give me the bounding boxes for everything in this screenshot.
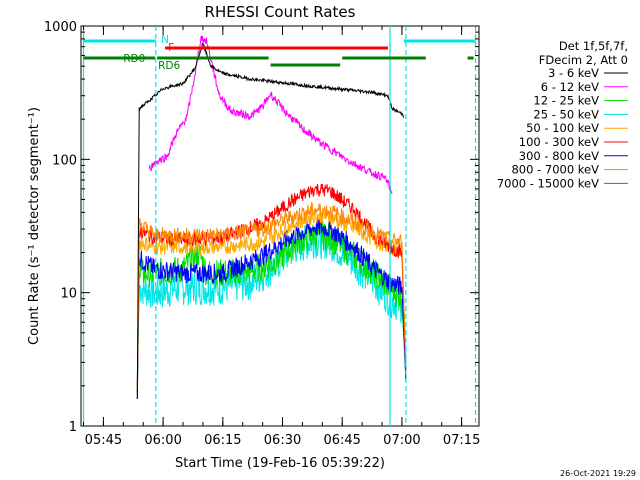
series-line-3 [136, 222, 407, 393]
x-tick-label-6: 07:15 [443, 433, 480, 448]
legend-label-0: 3 - 6 keV [548, 66, 599, 80]
legend-label-7: 800 - 7000 keV [511, 163, 599, 177]
series-line-4 [136, 208, 407, 389]
x-tick-label-3: 06:30 [264, 433, 301, 448]
footer-timestamp: 26-Oct-2021 19:29 [560, 469, 636, 478]
axes-group: 05:45 06:00 06:15 06:30 06:45 07:00 07:15 1 10 10… [44, 20, 480, 448]
series-line-0 [136, 42, 405, 399]
series-line-2 [136, 221, 407, 393]
chart-title: RHESSI Count Rates [205, 3, 356, 21]
annotation-group: NF RD0 RD6 [82, 26, 477, 426]
legend-label-8: 7000 - 15000 keV [497, 176, 599, 190]
legend-header-1: FDecim 2, Att 0 [539, 53, 628, 67]
x-tick-label-4: 06:45 [323, 433, 360, 448]
x-tick-label-0: 05:45 [85, 433, 122, 448]
legend-label-6: 300 - 800 keV [519, 149, 599, 163]
series-line-6 [136, 217, 407, 399]
y-axis-label: Count Rate (s⁻¹ detector segment⁻¹) [27, 107, 42, 345]
rd0-label: RD0 [123, 53, 145, 65]
legend-label-5: 100 - 300 keV [519, 135, 599, 149]
x-tick-label-2: 06:15 [204, 433, 241, 448]
f-label: F [168, 42, 174, 54]
legend-label-3: 25 - 50 keV [533, 107, 599, 121]
x-axis-label: Start Time (19-Feb-16 05:39:22) [175, 456, 385, 471]
plot-frame [80, 25, 480, 427]
n-label: N [161, 34, 169, 46]
legend-label-2: 12 - 25 keV [533, 94, 599, 108]
y-tick-label-3: 1000 [44, 20, 77, 35]
y-tick-label-2: 100 [52, 153, 77, 168]
y-tick-label-1: 10 [60, 287, 77, 302]
series-line-7 [136, 201, 407, 384]
legend-label-4: 50 - 100 keV [526, 121, 599, 135]
rd6-label: RD6 [158, 60, 180, 72]
y-tick-label-0: 1 [69, 420, 77, 435]
x-tick-label-1: 06:00 [144, 433, 181, 448]
legend-header-0: Det 1f,5f,7f, [559, 39, 628, 53]
x-tick-label-5: 07:00 [383, 433, 420, 448]
series-group [136, 35, 407, 399]
legend-label-1: 6 - 12 keV [541, 80, 599, 94]
series-line-1 [148, 35, 393, 195]
